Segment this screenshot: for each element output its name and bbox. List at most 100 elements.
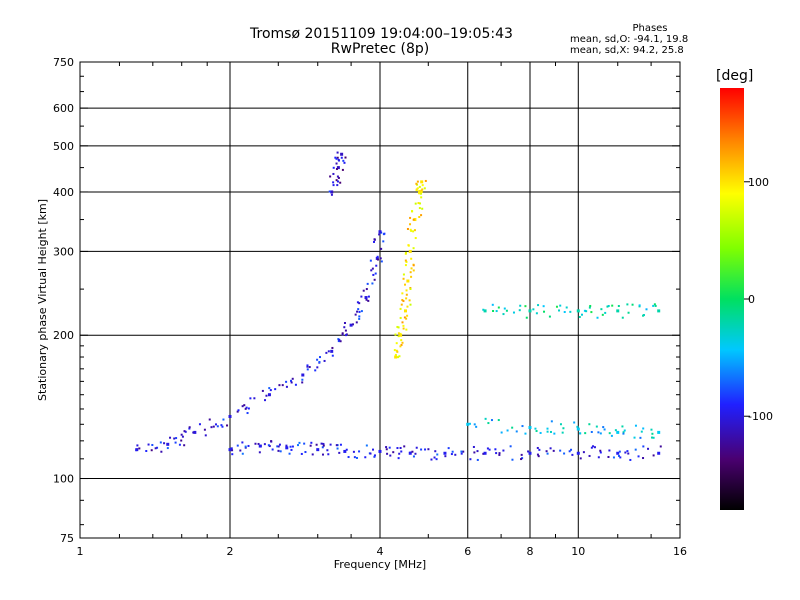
data-point xyxy=(398,452,401,455)
data-point xyxy=(472,445,475,448)
y-tick-label: 500 xyxy=(53,140,74,153)
data-point xyxy=(339,181,342,184)
y-axis-label: Stationary phase Virtual Height [km] xyxy=(36,199,49,401)
data-point xyxy=(503,307,506,310)
data-point xyxy=(419,192,422,195)
data-point xyxy=(462,450,465,453)
data-point xyxy=(520,458,523,461)
data-point xyxy=(406,279,410,283)
data-point xyxy=(364,456,367,459)
data-point xyxy=(418,207,421,210)
data-point xyxy=(181,435,184,438)
data-point xyxy=(268,387,271,390)
data-point xyxy=(373,454,376,457)
data-point xyxy=(183,430,186,433)
data-point xyxy=(475,425,478,428)
y-tick-label: 100 xyxy=(53,473,74,486)
data-point xyxy=(278,384,281,387)
data-point xyxy=(580,313,583,316)
data-point xyxy=(414,202,417,205)
data-point xyxy=(611,304,614,307)
data-point xyxy=(585,310,588,313)
data-point xyxy=(347,456,350,459)
data-point xyxy=(417,202,420,205)
phases-box-title: Phases xyxy=(632,23,668,34)
data-point xyxy=(612,456,615,459)
data-point xyxy=(397,332,400,335)
data-point xyxy=(404,259,407,262)
data-point xyxy=(606,305,609,308)
data-point xyxy=(497,306,500,309)
data-point xyxy=(378,449,382,453)
data-point xyxy=(435,458,438,461)
data-point xyxy=(600,308,603,311)
data-point xyxy=(244,407,247,410)
data-point xyxy=(627,311,630,314)
data-point xyxy=(362,289,365,292)
data-point xyxy=(345,448,348,451)
data-point xyxy=(241,405,244,408)
data-point xyxy=(563,452,566,455)
data-point xyxy=(583,309,586,312)
data-point xyxy=(335,179,338,182)
data-point xyxy=(411,450,414,453)
data-point xyxy=(545,450,548,453)
data-point xyxy=(344,334,347,337)
data-point xyxy=(166,447,169,450)
data-point xyxy=(247,444,250,447)
data-point xyxy=(222,418,225,421)
data-point xyxy=(214,423,217,426)
data-point xyxy=(584,432,587,435)
data-point xyxy=(410,267,413,270)
chart-title: Tromsø 20151109 19:04:00–19:05:43 xyxy=(250,26,513,42)
data-point xyxy=(193,430,197,434)
y-tick-label: 75 xyxy=(60,532,74,545)
data-point xyxy=(568,450,571,453)
data-point xyxy=(375,264,378,267)
data-point xyxy=(329,175,332,178)
colorbar-tick-label: 0 xyxy=(748,293,755,306)
data-point xyxy=(253,397,256,400)
data-point xyxy=(460,452,463,455)
data-point xyxy=(231,453,234,456)
data-point xyxy=(396,356,399,359)
data-point xyxy=(409,271,412,274)
data-point xyxy=(640,430,643,433)
x-tick-label: 2 xyxy=(227,545,234,558)
data-point xyxy=(316,448,320,452)
data-point xyxy=(254,442,257,445)
data-point xyxy=(257,442,260,445)
data-point xyxy=(364,296,368,300)
data-point xyxy=(403,316,406,319)
data-point xyxy=(629,458,632,461)
data-point xyxy=(290,448,293,451)
data-point xyxy=(559,423,562,426)
data-point xyxy=(331,346,334,349)
data-point xyxy=(576,425,579,428)
data-point xyxy=(528,451,532,455)
data-point xyxy=(642,427,645,430)
data-point xyxy=(617,454,620,457)
data-point xyxy=(341,332,344,335)
data-point xyxy=(559,449,562,452)
data-point xyxy=(323,359,326,362)
data-point xyxy=(386,452,389,455)
data-point xyxy=(637,455,640,458)
data-point xyxy=(267,444,270,447)
data-point xyxy=(369,259,372,262)
data-point xyxy=(397,335,400,338)
data-point xyxy=(443,451,447,455)
data-point xyxy=(212,425,215,428)
data-point xyxy=(527,450,530,453)
data-point xyxy=(263,443,266,446)
data-point xyxy=(376,255,379,258)
data-point xyxy=(500,431,503,434)
data-point xyxy=(334,156,337,159)
data-point xyxy=(339,443,342,446)
data-point xyxy=(156,446,159,449)
data-point xyxy=(278,443,281,446)
data-point xyxy=(420,196,423,199)
data-point xyxy=(599,451,602,454)
data-point xyxy=(318,361,321,364)
